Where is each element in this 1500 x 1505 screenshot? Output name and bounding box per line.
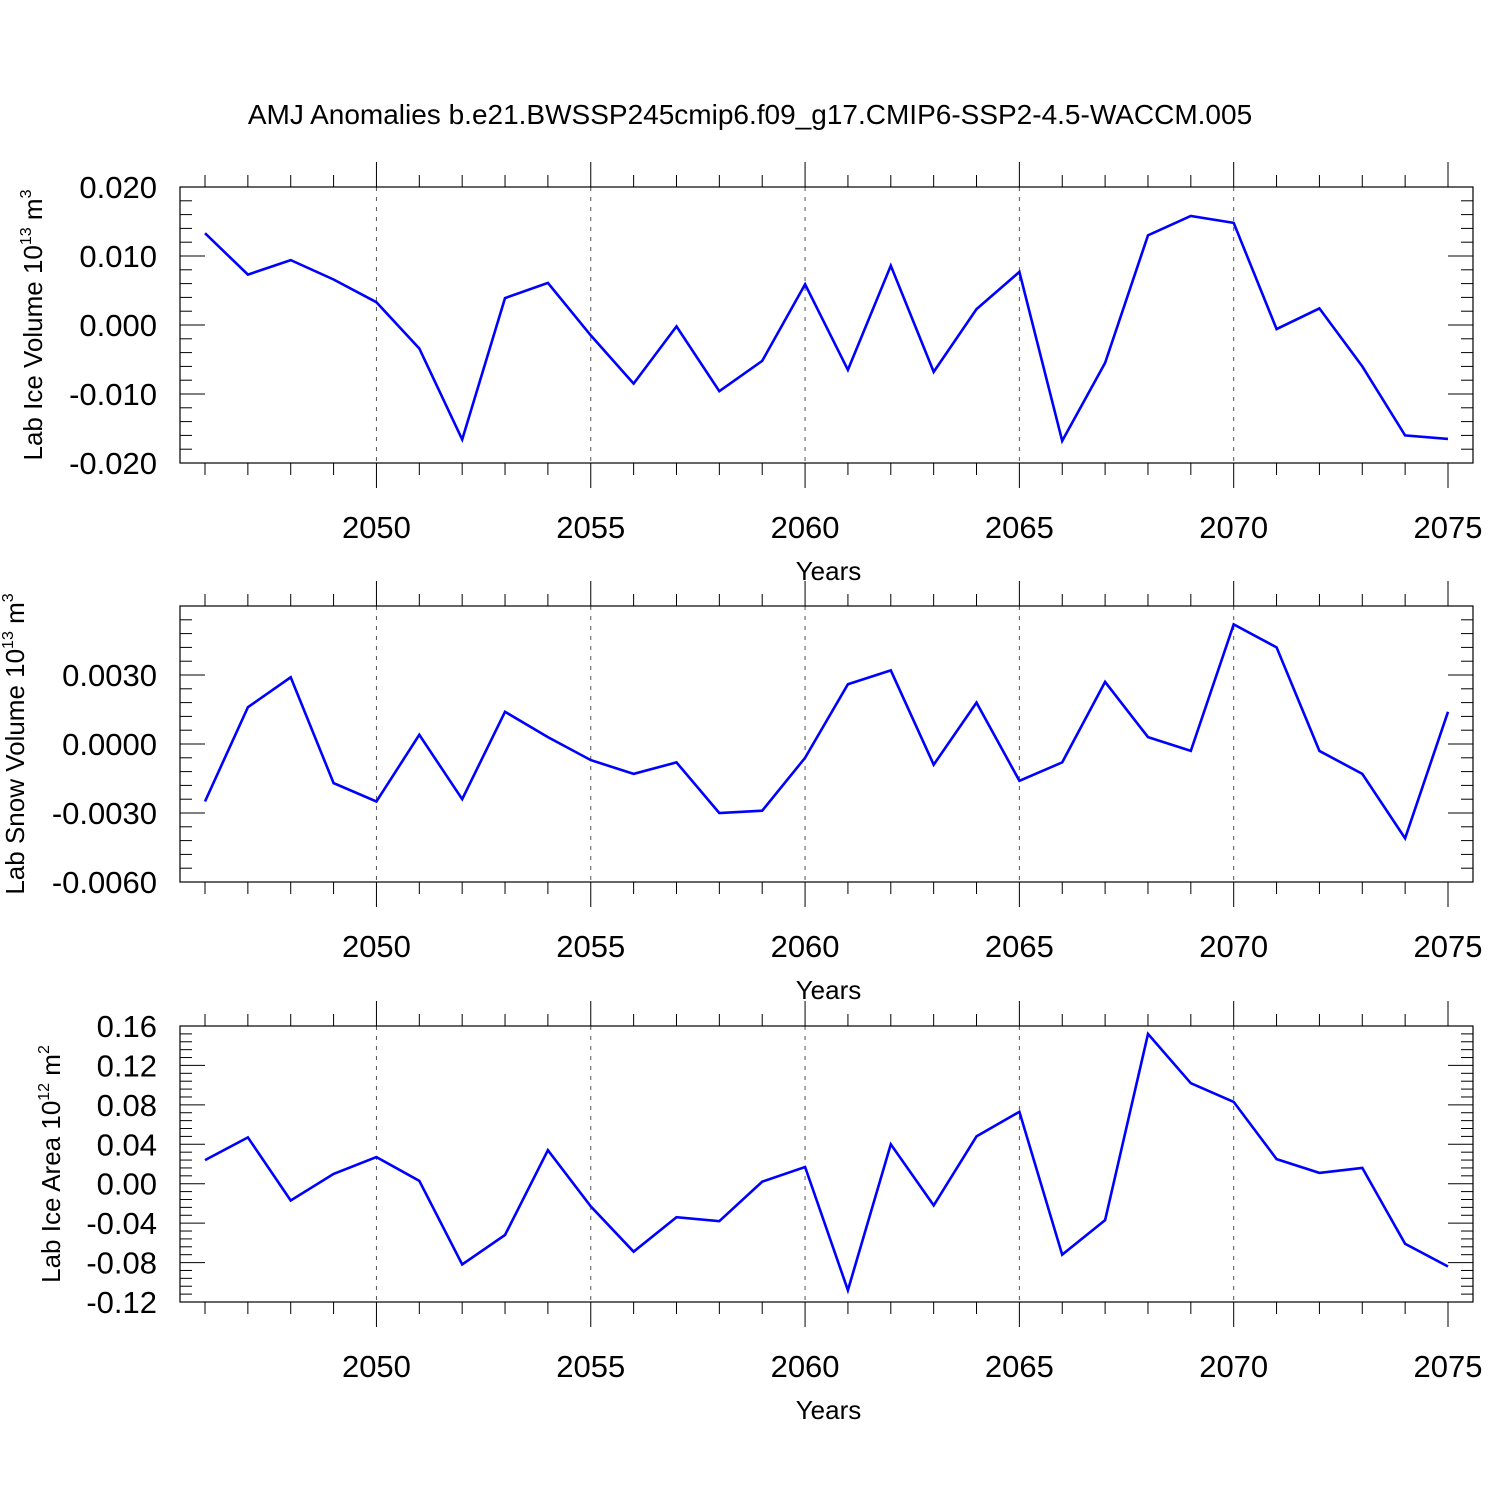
y-tick-label: 0.04 (97, 1127, 157, 1162)
y-tick-label: 0.0030 (62, 658, 157, 693)
x-tick-label: 2075 (1414, 510, 1483, 545)
x-tick-label: 2060 (771, 929, 840, 964)
plot-frame (179, 1025, 1474, 1303)
x-tick-label: 2050 (342, 510, 411, 545)
y-tick-label: 0.010 (79, 239, 157, 274)
series-line (204, 214, 1449, 445)
x-axis-label: Years (796, 556, 862, 586)
x-tick-label: 2065 (985, 929, 1054, 964)
plot-frame (179, 605, 1474, 883)
panel-3: 2050 2055 2060 2065 2070 2075 Years -0.12 -0.08 -… (36, 1001, 1482, 1425)
x-tick-label: 2055 (556, 929, 625, 964)
y-axis-label: Lab Snow Volume 1013 m3 (0, 593, 30, 894)
y-tick-label: 0.000 (79, 308, 157, 343)
x-tick-label: 2070 (1199, 510, 1268, 545)
panel-1: 2050 2055 2060 2065 2070 2075 Years -0.020 -0.01… (18, 162, 1482, 586)
y-tick-label: -0.010 (69, 377, 157, 412)
y-tick-label: -0.04 (86, 1206, 157, 1241)
x-tick-label: 2050 (342, 929, 411, 964)
y-tick-label: -0.0060 (52, 865, 157, 900)
x-tick-label: 2075 (1414, 929, 1483, 964)
y-tick-label: -0.08 (86, 1246, 157, 1281)
x-tick-label: 2065 (985, 510, 1054, 545)
y-tick-label: 0.0000 (62, 727, 157, 762)
y-axis-label: Lab Ice Volume 1013 m3 (18, 189, 48, 460)
y-tick-label: 0.08 (97, 1088, 157, 1123)
y-tick-label: -0.0030 (52, 796, 157, 831)
series-line (203, 622, 1450, 842)
x-tick-label: 2070 (1199, 929, 1268, 964)
x-tick-label: 2060 (771, 1349, 840, 1384)
x-axis-label: Years (796, 1395, 862, 1425)
x-tick-label: 2065 (985, 1349, 1054, 1384)
y-tick-label: 0.020 (79, 170, 157, 205)
y-tick-label: 0.12 (97, 1048, 157, 1083)
x-tick-label: 2055 (556, 510, 625, 545)
series-line (204, 1031, 1449, 1295)
x-axis-label: Years (796, 975, 862, 1005)
x-tick-label: 2060 (771, 510, 840, 545)
x-tick-label: 2050 (342, 1349, 411, 1384)
x-tick-label: 2055 (556, 1349, 625, 1384)
y-axis-label: Lab Ice Area 1012 m2 (36, 1045, 66, 1283)
y-tick-label: -0.12 (86, 1285, 157, 1320)
chart-title: AMJ Anomalies b.e21.BWSSP245cmip6.f09_g1… (248, 99, 1252, 130)
y-tick-label: -0.020 (69, 446, 157, 481)
x-tick-label: 2075 (1414, 1349, 1483, 1384)
x-tick-label: 2070 (1199, 1349, 1268, 1384)
y-tick-label: 0.16 (97, 1009, 157, 1044)
panel-2: 2050 2055 2060 2065 2070 2075 Years -0.0060 -0.0… (0, 581, 1482, 1005)
y-tick-label: 0.00 (97, 1167, 157, 1202)
